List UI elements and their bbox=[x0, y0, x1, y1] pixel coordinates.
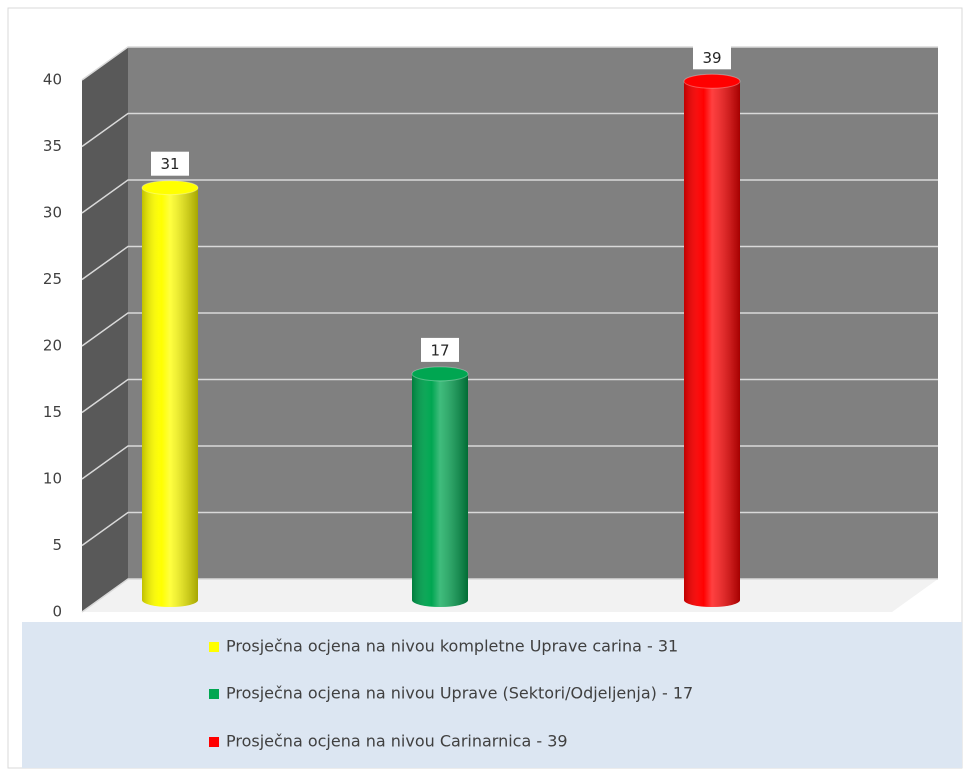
value-label: 17 bbox=[430, 341, 449, 359]
legend-swatch bbox=[209, 689, 219, 699]
legend-box bbox=[22, 622, 962, 768]
y-tick-label: 0 bbox=[52, 603, 62, 621]
bar-shade bbox=[142, 187, 198, 600]
value-label: 31 bbox=[160, 155, 179, 173]
legend-swatch bbox=[209, 642, 219, 652]
floor bbox=[82, 579, 938, 612]
value-label-box bbox=[151, 151, 189, 176]
bar-top bbox=[683, 73, 741, 89]
grid-line bbox=[81, 378, 938, 414]
value-label-box bbox=[421, 337, 459, 362]
y-tick-label: 15 bbox=[43, 403, 62, 421]
grid-line bbox=[81, 578, 938, 613]
y-tick-label: 40 bbox=[43, 71, 62, 89]
legend-label: Prosječna ocjena na nivou Carinarnica - … bbox=[226, 732, 568, 751]
grid-line bbox=[81, 445, 938, 480]
bar-shade bbox=[412, 373, 468, 600]
value-label-box bbox=[693, 45, 731, 70]
y-tick-label: 10 bbox=[43, 470, 62, 488]
legend-swatch bbox=[209, 737, 219, 747]
y-tick-label: 5 bbox=[52, 536, 62, 554]
grid-line bbox=[81, 245, 938, 281]
grid-line bbox=[81, 46, 938, 81]
bar-top bbox=[411, 366, 469, 382]
grid-line bbox=[81, 312, 938, 347]
y-tick-label: 35 bbox=[43, 137, 62, 155]
value-label: 39 bbox=[702, 49, 721, 67]
bar-top bbox=[141, 180, 199, 196]
y-tick-label: 20 bbox=[43, 337, 62, 355]
legend-label: Prosječna ocjena na nivou kompletne Upra… bbox=[226, 637, 678, 656]
grid-line bbox=[81, 179, 938, 214]
bar-shade bbox=[684, 81, 740, 601]
legend-label: Prosječna ocjena na nivou Uprave (Sektor… bbox=[226, 684, 693, 703]
grid-line bbox=[81, 511, 938, 547]
grid-line bbox=[81, 112, 938, 148]
y-tick-label: 30 bbox=[43, 204, 62, 222]
y-tick-label: 25 bbox=[43, 270, 62, 288]
